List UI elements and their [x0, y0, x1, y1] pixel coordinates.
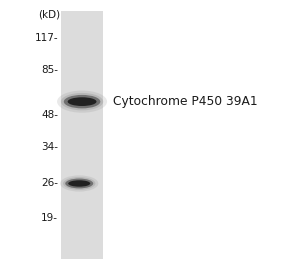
Text: 19-: 19-	[41, 213, 58, 223]
Ellipse shape	[65, 178, 93, 188]
Text: 34-: 34-	[41, 142, 58, 152]
Ellipse shape	[64, 95, 100, 109]
Ellipse shape	[57, 91, 107, 113]
Text: Cytochrome P450 39A1: Cytochrome P450 39A1	[113, 95, 258, 108]
Ellipse shape	[63, 177, 95, 190]
Text: 117-: 117-	[35, 33, 58, 43]
Text: 26-: 26-	[41, 178, 58, 188]
Ellipse shape	[68, 97, 97, 106]
Ellipse shape	[61, 93, 103, 110]
Text: (kD): (kD)	[38, 9, 61, 19]
Ellipse shape	[68, 180, 90, 187]
Text: 85-: 85-	[41, 65, 58, 75]
Text: 48-: 48-	[41, 110, 58, 120]
Bar	[61, 11, 103, 259]
Ellipse shape	[60, 175, 98, 192]
